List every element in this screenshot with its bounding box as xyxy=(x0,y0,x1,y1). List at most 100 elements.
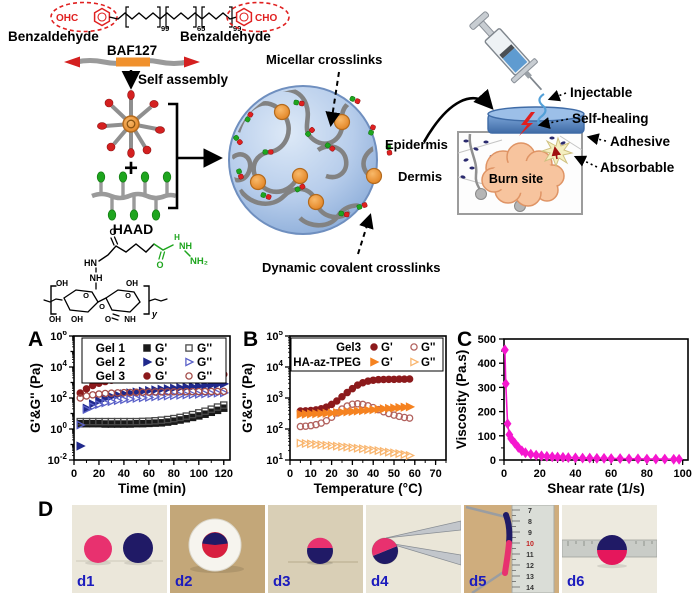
self-assembly-label: Self assembly xyxy=(138,72,229,87)
tweezers-prong xyxy=(387,542,461,566)
svg-text:70: 70 xyxy=(429,468,441,480)
svg-text:O: O xyxy=(125,291,131,300)
syringe-icon xyxy=(469,11,543,91)
svg-text:500: 500 xyxy=(478,334,496,346)
dynamic-covalent-crosslinks-label: Dynamic covalent crosslinks xyxy=(262,260,440,275)
svg-text:101: 101 xyxy=(266,452,283,467)
ruler-number: 11 xyxy=(526,552,534,559)
svg-text:OH: OH xyxy=(126,279,138,288)
benzaldehyde-left-label: Benzaldehyde xyxy=(8,29,99,44)
self-healing-label: Self-healing xyxy=(572,111,649,126)
photo-d2-mold-ring: d2 xyxy=(170,505,265,593)
photo-d5-tag: d5 xyxy=(469,573,487,590)
adhesive-label: Adhesive xyxy=(610,134,671,149)
svg-text:200: 200 xyxy=(478,407,496,419)
svg-text:NH: NH xyxy=(124,315,136,324)
svg-text:80: 80 xyxy=(641,468,653,480)
healing-bolt-icon xyxy=(519,112,535,136)
absorbable-arrow xyxy=(573,155,598,168)
svg-text:20: 20 xyxy=(325,468,337,480)
tweezers-prong xyxy=(385,520,461,539)
svg-text:OH: OH xyxy=(56,279,68,288)
svg-text:100: 100 xyxy=(478,431,496,443)
svg-text:60: 60 xyxy=(409,468,421,480)
rheology-temperature-sweep-chart: 0 10 20 30 40 50 60 70 101 102 103 104 105 Temperatur… xyxy=(240,331,447,496)
navy-gel-disc xyxy=(123,533,153,563)
ruler-number: 8 xyxy=(528,519,532,526)
svg-text:105: 105 xyxy=(266,331,283,343)
svg-text:G'': G'' xyxy=(197,369,212,383)
white-mold-ring xyxy=(189,519,241,571)
svg-text:104: 104 xyxy=(266,359,283,374)
svg-text:HA-az-TPEG: HA-az-TPEG xyxy=(293,357,361,369)
hydrogel-dressing-disc xyxy=(487,106,585,136)
svg-text:G'': G'' xyxy=(421,357,436,369)
svg-text:120: 120 xyxy=(215,468,233,480)
pink-gel-disc xyxy=(84,535,112,563)
absorbed-gel-starburst xyxy=(540,136,574,168)
svg-text:G': G' xyxy=(381,357,393,369)
svg-text:400: 400 xyxy=(478,358,496,370)
ohc-label: OHC xyxy=(56,13,78,24)
svg-text:20: 20 xyxy=(93,468,105,480)
svg-text:Temperature (°C): Temperature (°C) xyxy=(314,481,423,496)
hair-follicle xyxy=(468,133,482,191)
ppo-block xyxy=(116,57,150,67)
svg-text:0: 0 xyxy=(287,468,293,480)
application-curved-arrow xyxy=(422,88,494,143)
svg-text:300: 300 xyxy=(478,382,496,394)
svg-text:Gel 2: Gel 2 xyxy=(96,355,126,369)
svg-text:104: 104 xyxy=(50,359,67,374)
skin-cross-section: Burn site xyxy=(457,131,583,215)
absorbable-label: Absorbable xyxy=(600,160,675,175)
ruler-number: 10 xyxy=(526,541,534,548)
svg-text:Gel3: Gel3 xyxy=(336,342,361,354)
combining-bracket xyxy=(168,102,179,210)
rheology-time-sweep-chart: 0 20 40 60 80 100 120 10-2 100 102 104 106 Time (min… xyxy=(28,331,233,496)
ruler-number: 7 xyxy=(528,508,532,515)
svg-text:O: O xyxy=(99,302,105,311)
svg-text:50: 50 xyxy=(388,468,400,480)
svg-text:60: 60 xyxy=(605,468,617,480)
ruler-number: 12 xyxy=(526,563,534,570)
navy-gel-half xyxy=(372,546,398,564)
pink-gel-half xyxy=(307,537,333,548)
svg-text:40: 40 xyxy=(367,468,379,480)
svg-text:100: 100 xyxy=(190,468,208,480)
ruler-number: 14 xyxy=(526,585,534,592)
svg-text:OH: OH xyxy=(49,315,61,324)
svg-text:O: O xyxy=(156,260,163,270)
svg-text:0: 0 xyxy=(501,468,507,480)
panel-d-label: D xyxy=(38,498,54,521)
svg-text:102: 102 xyxy=(266,421,283,436)
photo-d1-separate-gels: d1 xyxy=(72,505,167,593)
svg-text:Time (min): Time (min) xyxy=(118,481,186,496)
svg-text:O: O xyxy=(109,227,116,237)
dermis-label: Dermis xyxy=(398,169,442,184)
baf127-label: BAF127 xyxy=(107,43,157,58)
plus-sign: + xyxy=(124,155,138,182)
pink-gel-half xyxy=(597,550,627,565)
svg-text:Shear rate (1/s): Shear rate (1/s) xyxy=(547,481,645,496)
baf127-chemical-formula: OHC 99 65 99 CHO xyxy=(50,1,290,33)
svg-text:H: H xyxy=(174,233,180,242)
micellar-crosslinks-label: Micellar crosslinks xyxy=(266,52,382,67)
repeat-65: 65 xyxy=(197,24,205,33)
pink-gel-strand xyxy=(502,540,512,576)
svg-text:G': G' xyxy=(155,341,167,355)
panel-b-label: B xyxy=(243,328,259,351)
photo-d4-tag: d4 xyxy=(371,573,389,590)
svg-text:NH₂: NH₂ xyxy=(190,256,208,267)
pink-gel-half xyxy=(372,538,398,556)
photo-d1-tag: d1 xyxy=(77,573,95,590)
svg-text:40: 40 xyxy=(569,468,581,480)
repeat-99-left: 99 xyxy=(161,24,169,33)
svg-text:40: 40 xyxy=(118,468,130,480)
svg-text:30: 30 xyxy=(346,468,358,480)
svg-text:80: 80 xyxy=(168,468,180,480)
svg-text:106: 106 xyxy=(50,331,67,343)
svg-text:G'': G'' xyxy=(421,342,436,354)
svg-text:G'&G'' (Pa): G'&G'' (Pa) xyxy=(28,363,43,433)
svg-text:G': G' xyxy=(155,369,167,383)
svg-text:O: O xyxy=(105,315,111,324)
